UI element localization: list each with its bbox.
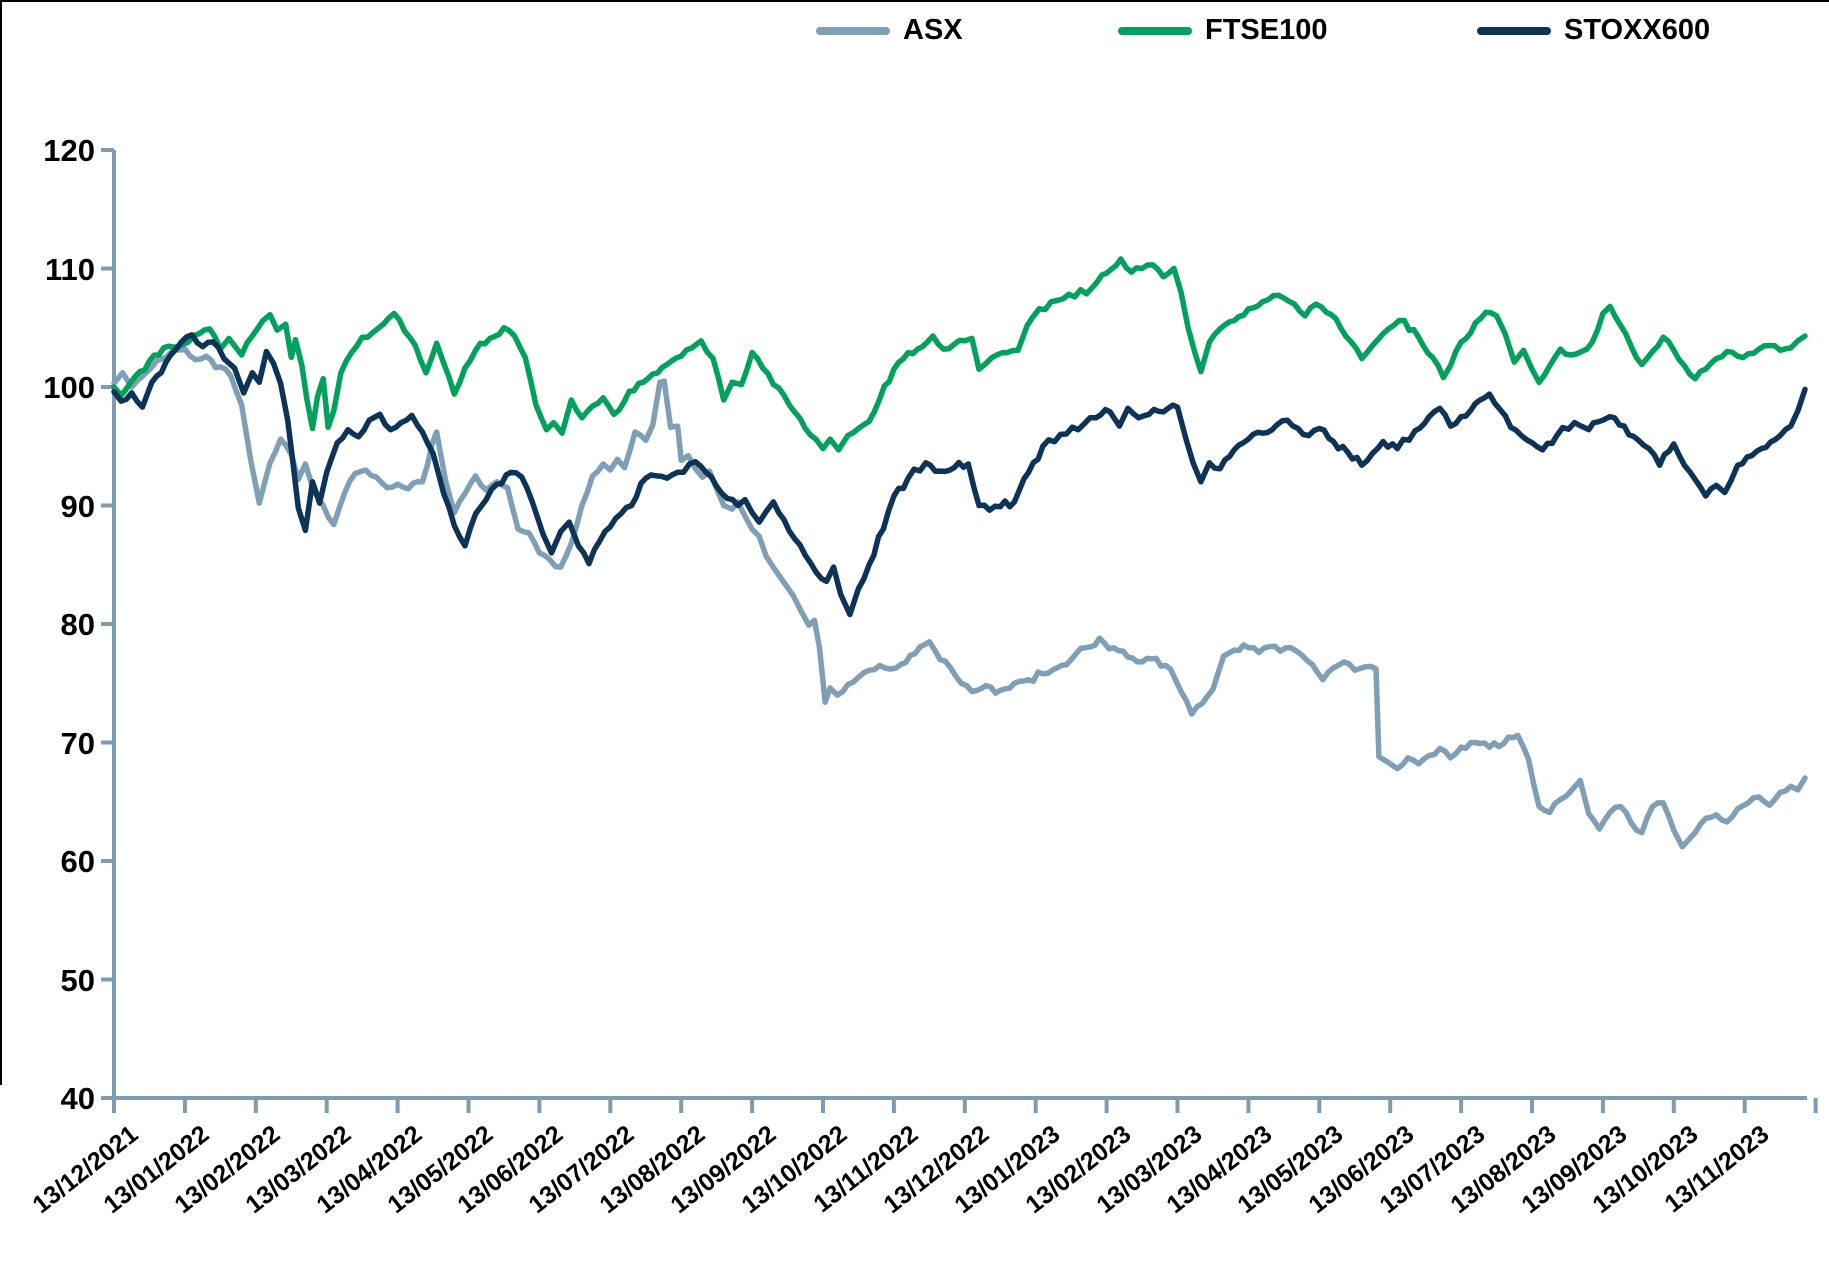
legend: ASX FTSE100 STOXX600 <box>0 0 1829 60</box>
legend-label-ftse100: FTSE100 <box>1205 14 1328 46</box>
legend-label-asx: ASX <box>903 14 963 46</box>
y-tick-label: 110 <box>44 251 95 287</box>
chart-border-top <box>0 0 1829 2</box>
y-tick-label: 70 <box>60 725 95 761</box>
legend-label-stoxx600: STOXX600 <box>1564 14 1711 46</box>
y-tick-label: 120 <box>43 133 95 168</box>
legend-item-stoxx600: STOXX600 <box>1477 14 1710 47</box>
legend-swatch-ftse100 <box>1118 26 1192 35</box>
series-line-ftse100 <box>111 256 1808 453</box>
legend-item-asx: ASX <box>816 14 963 47</box>
y-tick-label: 50 <box>60 962 95 998</box>
legend-swatch-asx <box>816 26 890 35</box>
legend-swatch-stoxx600 <box>1477 26 1551 35</box>
y-tick-label: 40 <box>60 1081 95 1116</box>
chart-border-left <box>0 0 2 1085</box>
legend-item-ftse100: FTSE100 <box>1118 14 1328 47</box>
y-tick-label: 100 <box>43 370 95 405</box>
series-line-asx <box>111 346 1808 850</box>
y-tick-label: 60 <box>60 844 95 879</box>
y-tick-label: 90 <box>60 488 95 524</box>
y-tick-label: 80 <box>60 607 95 642</box>
series-line-stoxx600 <box>111 332 1808 618</box>
